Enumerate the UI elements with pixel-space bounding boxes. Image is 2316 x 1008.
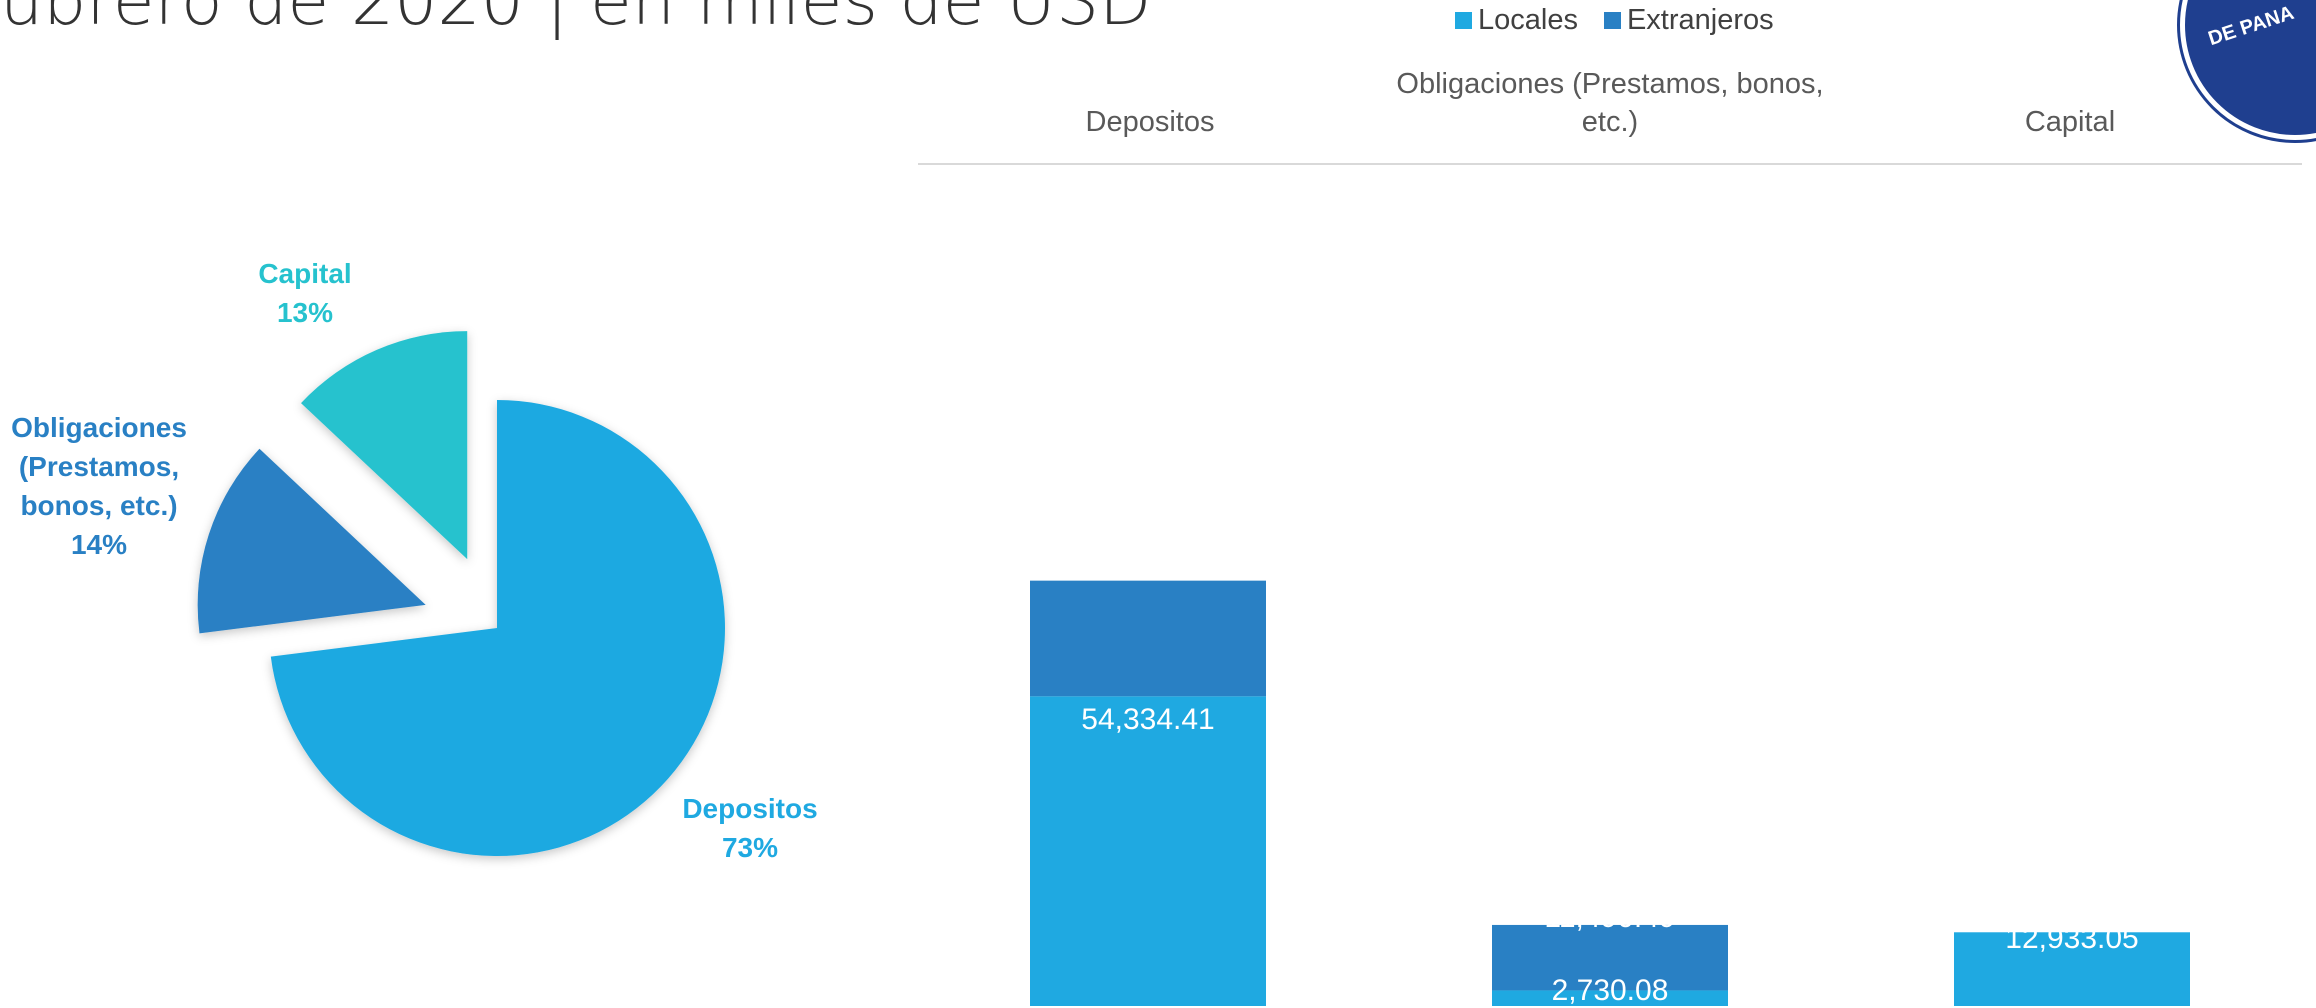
pie-slice-obligaciones [197,448,426,634]
pie-slice-depositos [270,400,726,856]
stacked-bar-chart [1030,580,2190,1006]
bar-value-obligaciones-extranjeros: 11,490.49 [1544,901,1676,934]
pie-label-depositos-pct: 73% [721,832,779,863]
page-title: ubrero de 2020 | en miles de USD [0,0,1152,41]
bar-capital-locales [1954,932,2190,1006]
pie-label-capital-name: Capital [258,258,352,289]
pie-label-capital: Capital 13% [200,254,410,332]
bar-obligaciones-locales [1492,990,1728,1006]
pie-chart [197,331,726,856]
legend-label-extranjeros: Extranjeros [1626,4,1774,36]
bar-value-depositos-extranjeros: 20,289.72 [1081,309,1215,342]
bar-value-obligaciones-locales: 2,730.08 [1551,974,1669,1007]
bar-depositos-locales [1030,696,1266,1006]
pie-label-obligaciones: Obligaciones (Prestamos, bonos, etc.) 14… [4,408,194,564]
bar-category-obligaciones: Obligaciones (Prestamos, bonos, etc.) [1396,68,1824,138]
chart-legend: Locales Extranjeros [1455,4,1774,37]
bar-value-depositos-locales: 54,334.41 [1081,703,1215,736]
bar-value-capital-locales: 12,933.05 [2005,922,2139,955]
pie-slice-capital [301,331,468,560]
bar-depositos-extranjeros [1030,580,1266,697]
pie-label-depositos-name: Depositos [682,793,818,824]
pie-label-depositos: Depositos 73% [660,789,840,867]
legend-swatch-locales [1455,12,1472,29]
pie-label-obligaciones-name: Obligaciones (Prestamos, bonos, etc.) [11,412,187,521]
bar-category-capital: Capital [2024,106,2116,138]
pie-label-capital-pct: 13% [276,297,334,328]
legend-label-locales: Locales [1478,4,1578,36]
bar-obligaciones-extranjeros [1492,924,1728,991]
pie-label-obligaciones-pct: 14% [70,529,128,560]
bar-category-depositos: Depositos [1085,106,1215,138]
legend-item-locales: Locales [1455,4,1578,37]
legend-item-extranjeros: Extranjeros [1603,4,1774,37]
legend-swatch-extranjeros [1603,12,1621,29]
